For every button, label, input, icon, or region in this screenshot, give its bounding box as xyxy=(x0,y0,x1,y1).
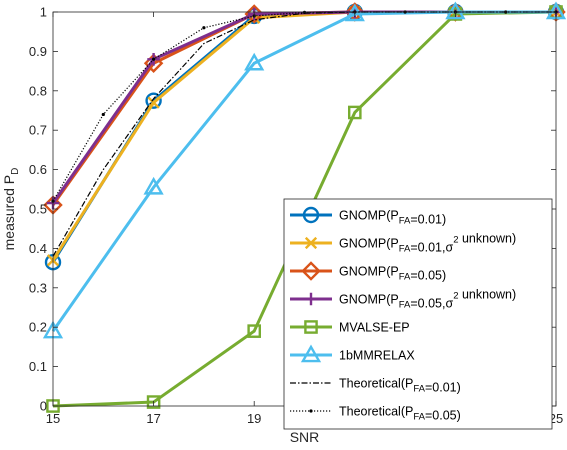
legend-label-part: 2 xyxy=(453,291,458,302)
data-point xyxy=(344,3,365,22)
legend-label-part: FA xyxy=(399,244,411,255)
data-point xyxy=(244,4,264,24)
data-point xyxy=(143,53,164,73)
data-point xyxy=(309,409,313,413)
legend-box xyxy=(283,198,553,430)
legend-label-part: =0.05, xyxy=(410,297,445,311)
x-tick-label: 17 xyxy=(146,411,160,426)
legend-label-part: GNOMP(P xyxy=(339,265,399,279)
y-axis-label: measured PD xyxy=(1,168,21,251)
y-tick-label: 0.4 xyxy=(29,241,47,256)
legend: GNOMP(PFA=0.01)GNOMP(PFA=0.01,σ2 unknown… xyxy=(283,198,553,430)
legend-entry: GNOMP(PFA=0.05,σ2 unknown) xyxy=(290,288,516,311)
y-tick-label: 0.5 xyxy=(29,202,47,217)
y-tick-label: 0.2 xyxy=(29,320,47,335)
y-tick-label: 0.1 xyxy=(29,359,47,374)
legend-label-part: =0.01, xyxy=(410,241,445,255)
data-point xyxy=(146,395,161,409)
legend-label: 1bMMRELAX xyxy=(339,349,415,363)
legend-label: Theoretical(PFA=0.01) xyxy=(339,377,461,395)
legend-entry: MVALSE-EP xyxy=(290,320,410,335)
y-tick-label: 0 xyxy=(40,399,47,414)
data-point xyxy=(304,292,318,306)
data-point xyxy=(147,96,160,109)
legend-label-part: =0.05) xyxy=(425,409,461,423)
data-point xyxy=(300,344,322,363)
legend-label-part: FA xyxy=(399,216,411,227)
legend-label-part: GNOMP(P xyxy=(339,293,399,307)
legend-entry: Theoretical(PFA=0.05) xyxy=(290,405,461,423)
legend-label: GNOMP(PFA=0.05,σ2 unknown) xyxy=(339,288,516,311)
y-tick-label: 0.3 xyxy=(29,280,47,295)
x-tick-label: 15 xyxy=(46,411,60,426)
legend-label-part: FA xyxy=(413,412,425,423)
y-tick-label: 1 xyxy=(40,5,47,20)
legend-label-part: GNOMP(P xyxy=(339,237,399,251)
x-axis-label: SNR xyxy=(290,429,320,445)
legend-label-part: FA xyxy=(413,384,425,395)
data-point xyxy=(145,92,162,109)
legend-label-part: unknown) xyxy=(458,288,516,302)
data-point xyxy=(202,26,206,30)
y-tick-label: 0.6 xyxy=(29,162,47,177)
legend-label-part: 2 xyxy=(453,235,458,246)
legend-label: GNOMP(PFA=0.05) xyxy=(339,265,446,283)
legend-label: Theoretical(PFA=0.05) xyxy=(339,405,461,423)
data-point xyxy=(445,1,466,20)
x-tick-label: 19 xyxy=(247,411,261,426)
legend-label-part: FA xyxy=(399,272,411,283)
data-point xyxy=(304,236,318,250)
y-axis-label-main: measured P xyxy=(1,175,17,250)
data-point xyxy=(244,52,265,71)
legend-entry: GNOMP(PFA=0.01) xyxy=(290,206,446,227)
data-point xyxy=(247,324,262,338)
legend-entry: GNOMP(PFA=0.05) xyxy=(290,261,446,283)
y-tick-label: 0.7 xyxy=(29,123,47,138)
y-tick-label: 0.8 xyxy=(29,83,47,98)
legend-label-part: unknown) xyxy=(458,232,516,246)
legend-label: GNOMP(PFA=0.01,σ2 unknown) xyxy=(339,232,516,255)
data-point xyxy=(302,206,320,224)
legend-label-part: Theoretical(P xyxy=(339,405,413,419)
legend-label-part: FA xyxy=(399,300,411,311)
data-point xyxy=(348,105,362,120)
legend-entry: 1bMMRELAX xyxy=(290,344,415,363)
legend-label-part: Theoretical(P xyxy=(339,377,413,391)
y-axis-label-sub: D xyxy=(10,168,21,175)
legend-label-part: GNOMP(P xyxy=(339,209,399,223)
legend-label: MVALSE-EP xyxy=(339,321,410,335)
legend-entry: Theoretical(PFA=0.01) xyxy=(290,377,461,395)
legend-label: GNOMP(PFA=0.01) xyxy=(339,209,446,227)
data-point xyxy=(301,261,321,281)
legend-label-part: MVALSE-EP xyxy=(339,321,410,335)
legend-label-part: =0.05) xyxy=(410,269,446,283)
data-point xyxy=(143,176,164,195)
legend-label-part: σ xyxy=(445,241,453,255)
y-tick-label: 0.9 xyxy=(29,44,47,59)
legend-label-part: σ xyxy=(445,297,453,311)
data-point xyxy=(152,57,156,61)
legend-label-part: =0.01) xyxy=(425,381,461,395)
legend-entry: GNOMP(PFA=0.01,σ2 unknown) xyxy=(290,232,516,255)
legend-label-part: 1bMMRELAX xyxy=(339,349,415,363)
data-point xyxy=(304,320,318,334)
data-point xyxy=(101,112,105,117)
legend-label-part: =0.01) xyxy=(410,213,446,227)
